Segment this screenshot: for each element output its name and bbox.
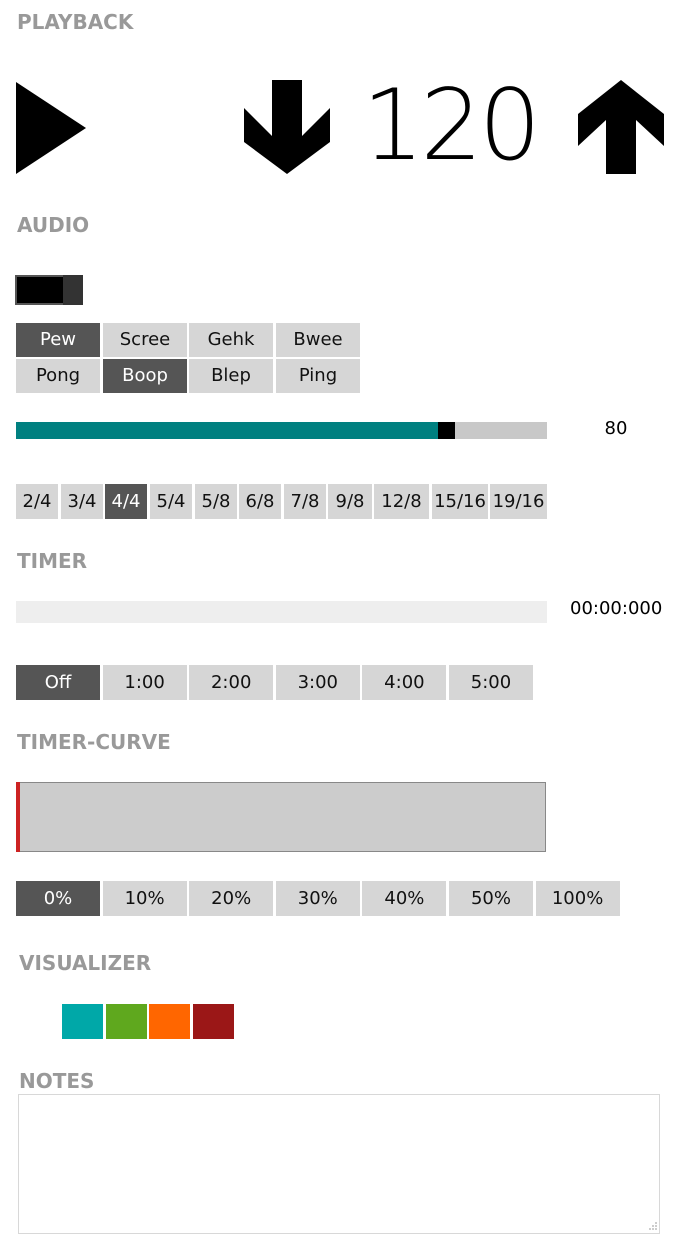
arrow-down-icon [244, 80, 330, 174]
volume-fill [16, 422, 438, 439]
tempo-value: 120 [362, 69, 541, 183]
notes-heading: NOTES [19, 1069, 95, 1093]
play-icon [16, 82, 86, 174]
visualizer-color-swatch[interactable] [62, 1004, 103, 1039]
curve-option-20-percent[interactable]: 20% [189, 881, 274, 916]
curve-option-0-percent[interactable]: 0% [16, 881, 100, 916]
tempo-up-button[interactable] [578, 80, 664, 174]
audio-heading: AUDIO [17, 213, 90, 237]
sound-button-blep[interactable]: Blep [189, 359, 273, 393]
volume-thumb[interactable] [438, 422, 455, 439]
audio-toggle[interactable] [15, 275, 83, 305]
sound-button-scree[interactable]: Scree [103, 323, 187, 357]
volume-slider[interactable] [16, 422, 547, 439]
sound-button-pew[interactable]: Pew [16, 323, 100, 357]
time-signature-15-16[interactable]: 15/16 [432, 484, 488, 519]
timer-option-3-00[interactable]: 3:00 [275, 665, 360, 700]
time-signature-3-4[interactable]: 3/4 [61, 484, 103, 519]
curve-option-10-percent[interactable]: 10% [102, 881, 187, 916]
timer-curve-display [16, 782, 546, 852]
time-signature-9-8[interactable]: 9/8 [328, 484, 372, 519]
play-button[interactable] [16, 82, 88, 174]
timer-readout: 00:00:000 [570, 598, 663, 619]
curve-option-100-percent[interactable]: 100% [535, 881, 620, 916]
sound-button-boop[interactable]: Boop [103, 359, 187, 393]
timer-option-5-00[interactable]: 5:00 [449, 665, 533, 700]
curve-option-30-percent[interactable]: 30% [275, 881, 360, 916]
visualizer-color-swatch[interactable] [106, 1004, 147, 1039]
timer-heading: TIMER [17, 549, 88, 573]
visualizer-color-swatch[interactable] [149, 1004, 190, 1039]
timer-option-1-00[interactable]: 1:00 [102, 665, 187, 700]
arrow-up-icon [578, 80, 664, 174]
time-signature-5-8[interactable]: 5/8 [195, 484, 237, 519]
sound-button-bwee[interactable]: Bwee [276, 323, 360, 357]
time-signature-6-8[interactable]: 6/8 [239, 484, 281, 519]
sound-button-ping[interactable]: Ping [276, 359, 360, 393]
sound-button-pong[interactable]: Pong [16, 359, 100, 393]
curve-option-40-percent[interactable]: 40% [362, 881, 447, 916]
time-signature-19-16[interactable]: 19/16 [490, 484, 547, 519]
timer-option-off[interactable]: Off [16, 665, 100, 700]
time-signature-5-4[interactable]: 5/4 [150, 484, 192, 519]
playback-heading: PLAYBACK [17, 10, 134, 34]
curve-start-marker [16, 782, 20, 852]
timer-option-2-00[interactable]: 2:00 [189, 665, 274, 700]
timer-option-4-00[interactable]: 4:00 [362, 665, 447, 700]
timer-curve-heading: TIMER-CURVE [17, 730, 171, 754]
sound-button-gehk[interactable]: Gehk [189, 323, 273, 357]
timer-progress-bar [16, 601, 547, 623]
notes-textarea[interactable] [18, 1094, 660, 1234]
volume-value: 80 [604, 418, 628, 439]
tempo-down-button[interactable] [244, 80, 330, 174]
visualizer-color-swatch[interactable] [193, 1004, 234, 1039]
visualizer-heading: VISUALIZER [19, 951, 152, 975]
time-signature-12-8[interactable]: 12/8 [374, 484, 429, 519]
resize-grip-icon[interactable] [646, 1219, 658, 1231]
toggle-thumb[interactable] [63, 275, 83, 305]
time-signature-4-4[interactable]: 4/4 [105, 484, 147, 519]
time-signature-2-4[interactable]: 2/4 [16, 484, 58, 519]
time-signature-7-8[interactable]: 7/8 [284, 484, 326, 519]
curve-option-50-percent[interactable]: 50% [449, 881, 533, 916]
